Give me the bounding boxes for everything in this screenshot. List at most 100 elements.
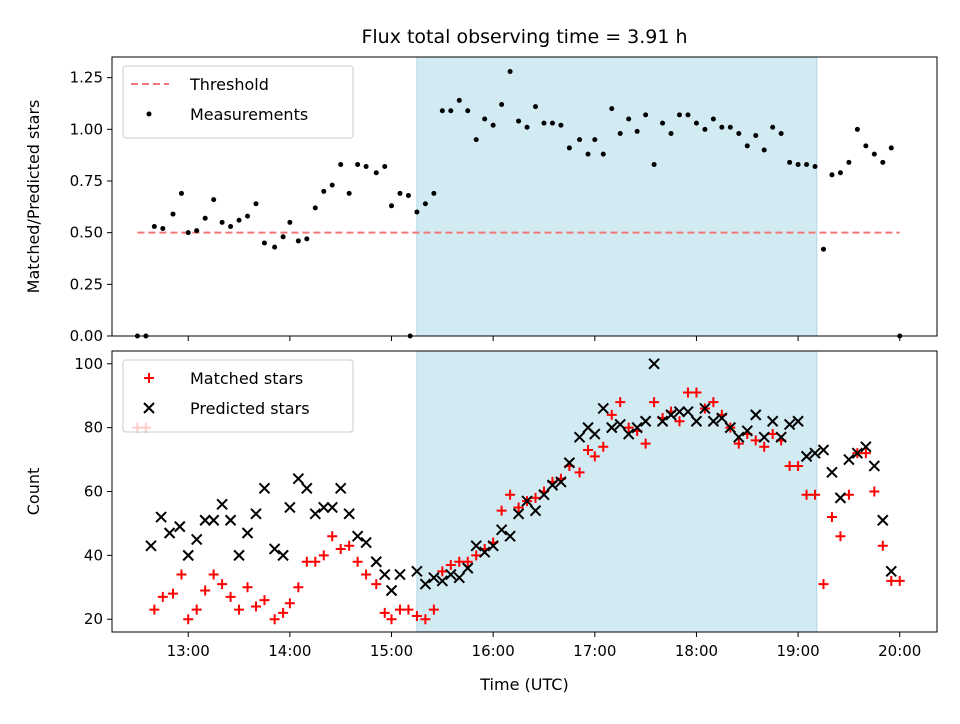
data-point [826,512,837,523]
data-point [787,159,793,165]
x-axis-label: Time (UTC) [479,675,568,694]
data-point [445,568,457,581]
data-point [649,397,660,408]
x-tick-label: 16:00 [472,642,515,660]
data-point [512,508,525,520]
y-tick-label: 40 [84,546,103,564]
data-point [801,489,812,500]
data-point [574,467,585,478]
data-point [820,246,826,252]
data-point [829,172,835,178]
data-point [598,441,609,452]
data-point [812,164,818,170]
x-tick-label: 20:00 [878,642,921,660]
data-point [174,520,186,533]
data-point [431,190,437,196]
data-point [573,431,586,443]
data-point [682,387,693,398]
data-point [623,422,634,433]
data-point [677,112,683,118]
data-point [770,124,776,130]
data-point [439,108,445,114]
data-point [234,604,245,615]
data-point [682,405,694,418]
data-point [155,511,167,523]
data-point [309,508,321,520]
data-point [428,604,439,615]
data-point [373,170,379,176]
data-point [371,579,382,590]
data-point [634,128,640,134]
y-tick-label: 0.75 [70,172,103,190]
data-point [854,126,860,132]
data-point [795,161,801,167]
data-point [894,575,905,586]
data-point [505,489,516,500]
data-point [744,143,750,149]
x-tick-label: 13:00 [167,642,210,660]
data-point [379,607,390,618]
legend: Threshold Measurements [122,65,354,139]
data-point [784,460,795,471]
data-point [194,228,200,234]
data-point [759,441,770,452]
y-tick-label: 20 [84,610,103,628]
data-point [775,431,787,443]
data-point [258,482,271,495]
x-tick-label: 15:00 [370,642,413,660]
data-point [530,492,541,503]
data-point [617,130,623,136]
data-point [346,190,352,196]
data-point [351,530,364,542]
legend-box [122,359,354,433]
data-point [253,201,259,207]
data-point [592,137,598,143]
data-point [295,238,301,244]
legend-label: Measurements [190,105,308,124]
data-point [370,556,382,568]
data-point [178,190,184,196]
data-point [699,402,711,415]
data-point [268,543,281,555]
data-point [456,97,462,103]
data-point [809,447,821,459]
legend-marker [146,111,152,117]
data-point [693,120,699,126]
data-point [385,584,398,597]
data-point [724,421,737,434]
data-point [465,108,471,114]
data-point [242,582,253,593]
data-point [499,102,505,108]
data-point [490,122,496,128]
data-point [462,556,473,567]
data-point [727,124,733,130]
data-point [871,151,877,157]
data-point [496,505,507,516]
data-point [753,133,759,139]
data-point [199,514,211,526]
data-point [487,540,499,552]
data-point [167,588,178,599]
x-tick-label: 14:00 [268,642,311,660]
data-point [643,112,649,118]
data-point [563,457,576,469]
data-point [804,161,810,167]
data-point [716,412,728,424]
data-point [355,161,361,167]
data-point [504,530,516,542]
data-point [436,575,449,587]
data-point [448,108,454,114]
data-point [183,614,194,625]
data-point [524,124,530,130]
data-point [631,421,643,434]
data-point [284,598,295,609]
data-point [321,188,327,194]
data-point [868,460,881,472]
data-point [843,453,855,466]
data-point [228,223,234,229]
data-point [454,556,465,567]
data-point [622,428,635,440]
data-point [338,161,344,167]
x-tick-label: 17:00 [573,642,616,660]
data-point [885,565,897,578]
